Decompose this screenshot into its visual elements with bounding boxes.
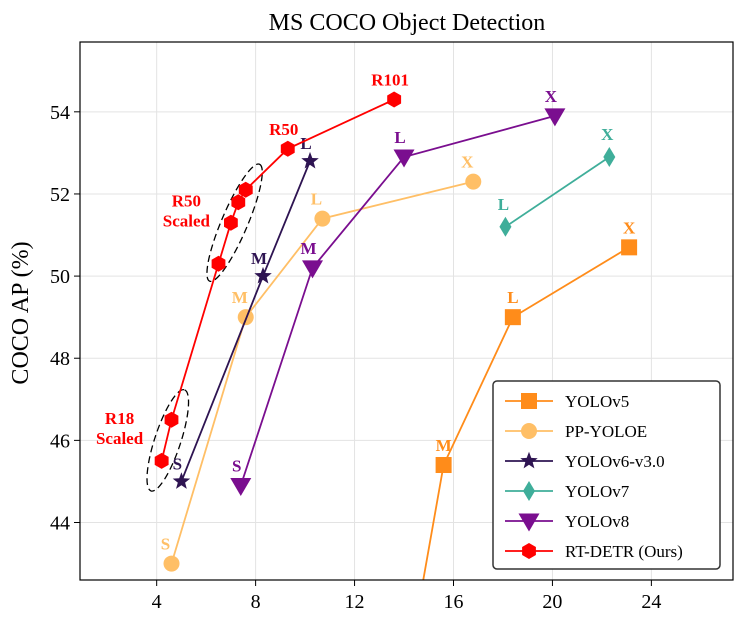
- x-tick-label: 24: [641, 591, 661, 613]
- data-point: [411, 597, 427, 613]
- point-label: X: [623, 218, 636, 237]
- legend-label: YOLOv6-v3.0: [565, 452, 665, 471]
- x-tick-label: 16: [443, 591, 463, 613]
- data-point: [465, 173, 482, 190]
- point-label: M: [436, 436, 452, 455]
- point-label: L: [507, 288, 518, 307]
- data-point: [302, 260, 324, 279]
- data-point: [238, 181, 253, 198]
- point-label: M: [232, 288, 248, 307]
- point-label: L: [498, 195, 509, 214]
- data-point: [621, 239, 638, 256]
- data-point: [544, 108, 566, 127]
- point-label: R101: [371, 70, 409, 89]
- point-label: S: [232, 457, 241, 476]
- legend-marker: [523, 481, 535, 501]
- series-yolov7: LX: [498, 125, 616, 237]
- data-point: [154, 452, 169, 469]
- data-point: [230, 478, 252, 497]
- series-yolov8: S M L X: [230, 87, 566, 497]
- data-point: [301, 151, 319, 169]
- y-tick-label: 52: [50, 184, 70, 206]
- legend-box: [492, 380, 721, 570]
- data-point: [435, 457, 452, 474]
- annotation-ellipse: [146, 388, 190, 492]
- point-label: R50: [269, 120, 298, 139]
- chart-title: MS COCO Object Detection: [269, 10, 546, 36]
- y-tick-label: 48: [50, 348, 70, 370]
- point-label: X: [601, 125, 614, 144]
- point-label: X: [545, 87, 558, 106]
- data-point: [393, 149, 415, 168]
- point-label: S: [161, 535, 170, 554]
- y-tick-label: 50: [50, 266, 70, 288]
- point-label: X: [461, 153, 474, 172]
- plot-frame: [79, 41, 734, 581]
- point-label: M: [300, 239, 316, 258]
- y-tick-label: 54: [50, 102, 70, 124]
- legend-entry: YOLOv8: [505, 512, 629, 532]
- data-point: [314, 210, 331, 227]
- x-tick-label: 4: [152, 591, 162, 613]
- annotation-label-sub: Scaled: [163, 211, 211, 230]
- y-tick-label: 46: [50, 430, 70, 452]
- series-line: [170, 180, 474, 564]
- legend-entry: YOLOv7: [505, 481, 630, 501]
- data-point: [231, 194, 246, 211]
- legend-entry: YOLOv5: [505, 392, 629, 411]
- data-point: [254, 266, 272, 284]
- grid: [80, 42, 733, 580]
- legend-marker: [521, 423, 537, 439]
- legend-entry: YOLOv6-v3.0: [505, 451, 665, 471]
- legend-entry: RT-DETR (Ours): [505, 542, 683, 561]
- data-point: [172, 472, 191, 489]
- x-tick-label: 12: [345, 591, 365, 613]
- data-point: [504, 309, 521, 326]
- annotation-ellipse: [206, 163, 263, 283]
- series-rt-detr-ours-: R50 R101: [154, 70, 409, 469]
- point-label: M: [251, 249, 267, 268]
- point-label: L: [311, 190, 322, 209]
- legend-label: YOLOv5: [565, 392, 629, 411]
- series-yolov5: M L X: [411, 218, 638, 613]
- legend-marker: [521, 393, 537, 409]
- point-label: S: [173, 454, 182, 473]
- legend-marker: [522, 543, 536, 559]
- data-point: [387, 91, 402, 108]
- x-tick-label: 8: [251, 591, 261, 613]
- x-tick-label: 20: [542, 591, 562, 613]
- legend-label: PP-YOLOE: [565, 422, 647, 441]
- point-label: L: [300, 134, 311, 153]
- series-yolov6-v3-0: S M L: [173, 134, 319, 489]
- data-point: [211, 255, 226, 272]
- series-pp-yoloe: S M L X: [161, 153, 482, 572]
- data-point: [163, 555, 180, 572]
- annotation-label: R50: [172, 191, 201, 210]
- legend-label: RT-DETR (Ours): [565, 542, 683, 561]
- legend-marker: [518, 513, 540, 532]
- legend-entry: PP-YOLOE: [505, 422, 647, 441]
- data-point: [499, 216, 512, 237]
- point-label: L: [394, 128, 405, 147]
- annotation-label: R18: [105, 409, 134, 428]
- legend-marker: [520, 451, 538, 469]
- legend-label: YOLOv7: [565, 482, 630, 501]
- y-tick-label: 44: [50, 513, 70, 535]
- data-point: [164, 411, 179, 428]
- series-line: [422, 246, 630, 580]
- legend: YOLOv5 PP-YOLOE YOLOv6-v3.0 YOLOv7 YOLOv8 RT-…: [492, 380, 721, 570]
- y-axis-label: COCO AP (%): [8, 241, 34, 384]
- data-point: [280, 140, 295, 157]
- data-point: [603, 146, 616, 167]
- series-line: [504, 156, 610, 228]
- data-point: [224, 214, 238, 231]
- series-line: [239, 115, 556, 486]
- series-line: [160, 98, 395, 462]
- annotation-label-sub: Scaled: [96, 429, 144, 448]
- legend-label: YOLOv8: [565, 512, 629, 531]
